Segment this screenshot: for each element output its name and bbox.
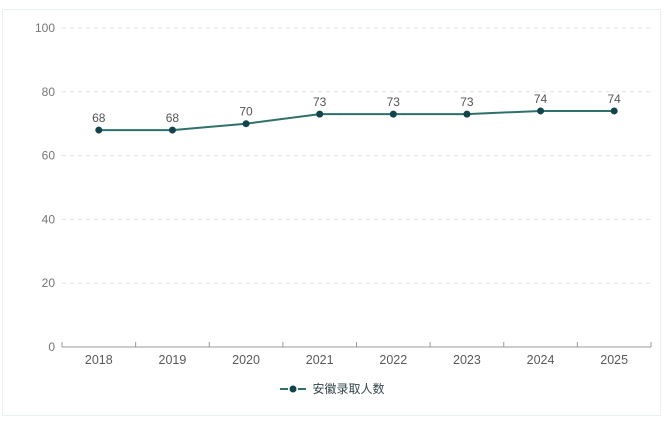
data-point[interactable] xyxy=(95,126,103,134)
x-axis-category-label: 2024 xyxy=(527,353,555,367)
y-axis-tick-label: 100 xyxy=(35,21,55,35)
data-point-value-label: 73 xyxy=(313,95,327,109)
legend-line-dot-icon xyxy=(280,385,307,393)
data-point-value-label: 68 xyxy=(166,111,180,125)
y-axis-tick-label: 60 xyxy=(42,149,56,163)
x-axis-category-label: 2021 xyxy=(306,353,334,367)
x-axis-category-label: 2022 xyxy=(379,353,407,367)
data-point[interactable] xyxy=(316,110,324,118)
data-point-value-label: 68 xyxy=(92,111,106,125)
data-point[interactable] xyxy=(242,120,250,128)
data-point[interactable] xyxy=(463,110,471,118)
data-point-value-label: 73 xyxy=(387,95,401,109)
legend-item[interactable]: 安徽录取人数 xyxy=(0,381,665,397)
y-axis-tick-label: 0 xyxy=(48,340,55,354)
x-axis-category-label: 2023 xyxy=(453,353,481,367)
x-axis-category-label: 2018 xyxy=(85,353,113,367)
data-point-value-label: 73 xyxy=(460,95,474,109)
y-axis-tick-label: 20 xyxy=(42,276,56,290)
data-point[interactable] xyxy=(610,107,618,115)
data-point-value-label: 74 xyxy=(534,92,548,106)
data-point[interactable] xyxy=(537,107,545,115)
data-point-value-label: 70 xyxy=(239,105,253,119)
y-axis-tick-label: 80 xyxy=(42,85,56,99)
x-axis-category-label: 2020 xyxy=(232,353,260,367)
series-line xyxy=(98,109,615,132)
legend-label: 安徽录取人数 xyxy=(312,382,385,396)
y-axis-tick-label: 40 xyxy=(42,212,56,226)
chart-panel xyxy=(2,9,661,416)
x-axis-category-label: 2025 xyxy=(600,353,628,367)
x-axis-category-label: 2019 xyxy=(159,353,187,367)
data-point[interactable] xyxy=(389,110,397,118)
data-point-value-label: 74 xyxy=(608,92,622,106)
data-point[interactable] xyxy=(168,126,176,134)
